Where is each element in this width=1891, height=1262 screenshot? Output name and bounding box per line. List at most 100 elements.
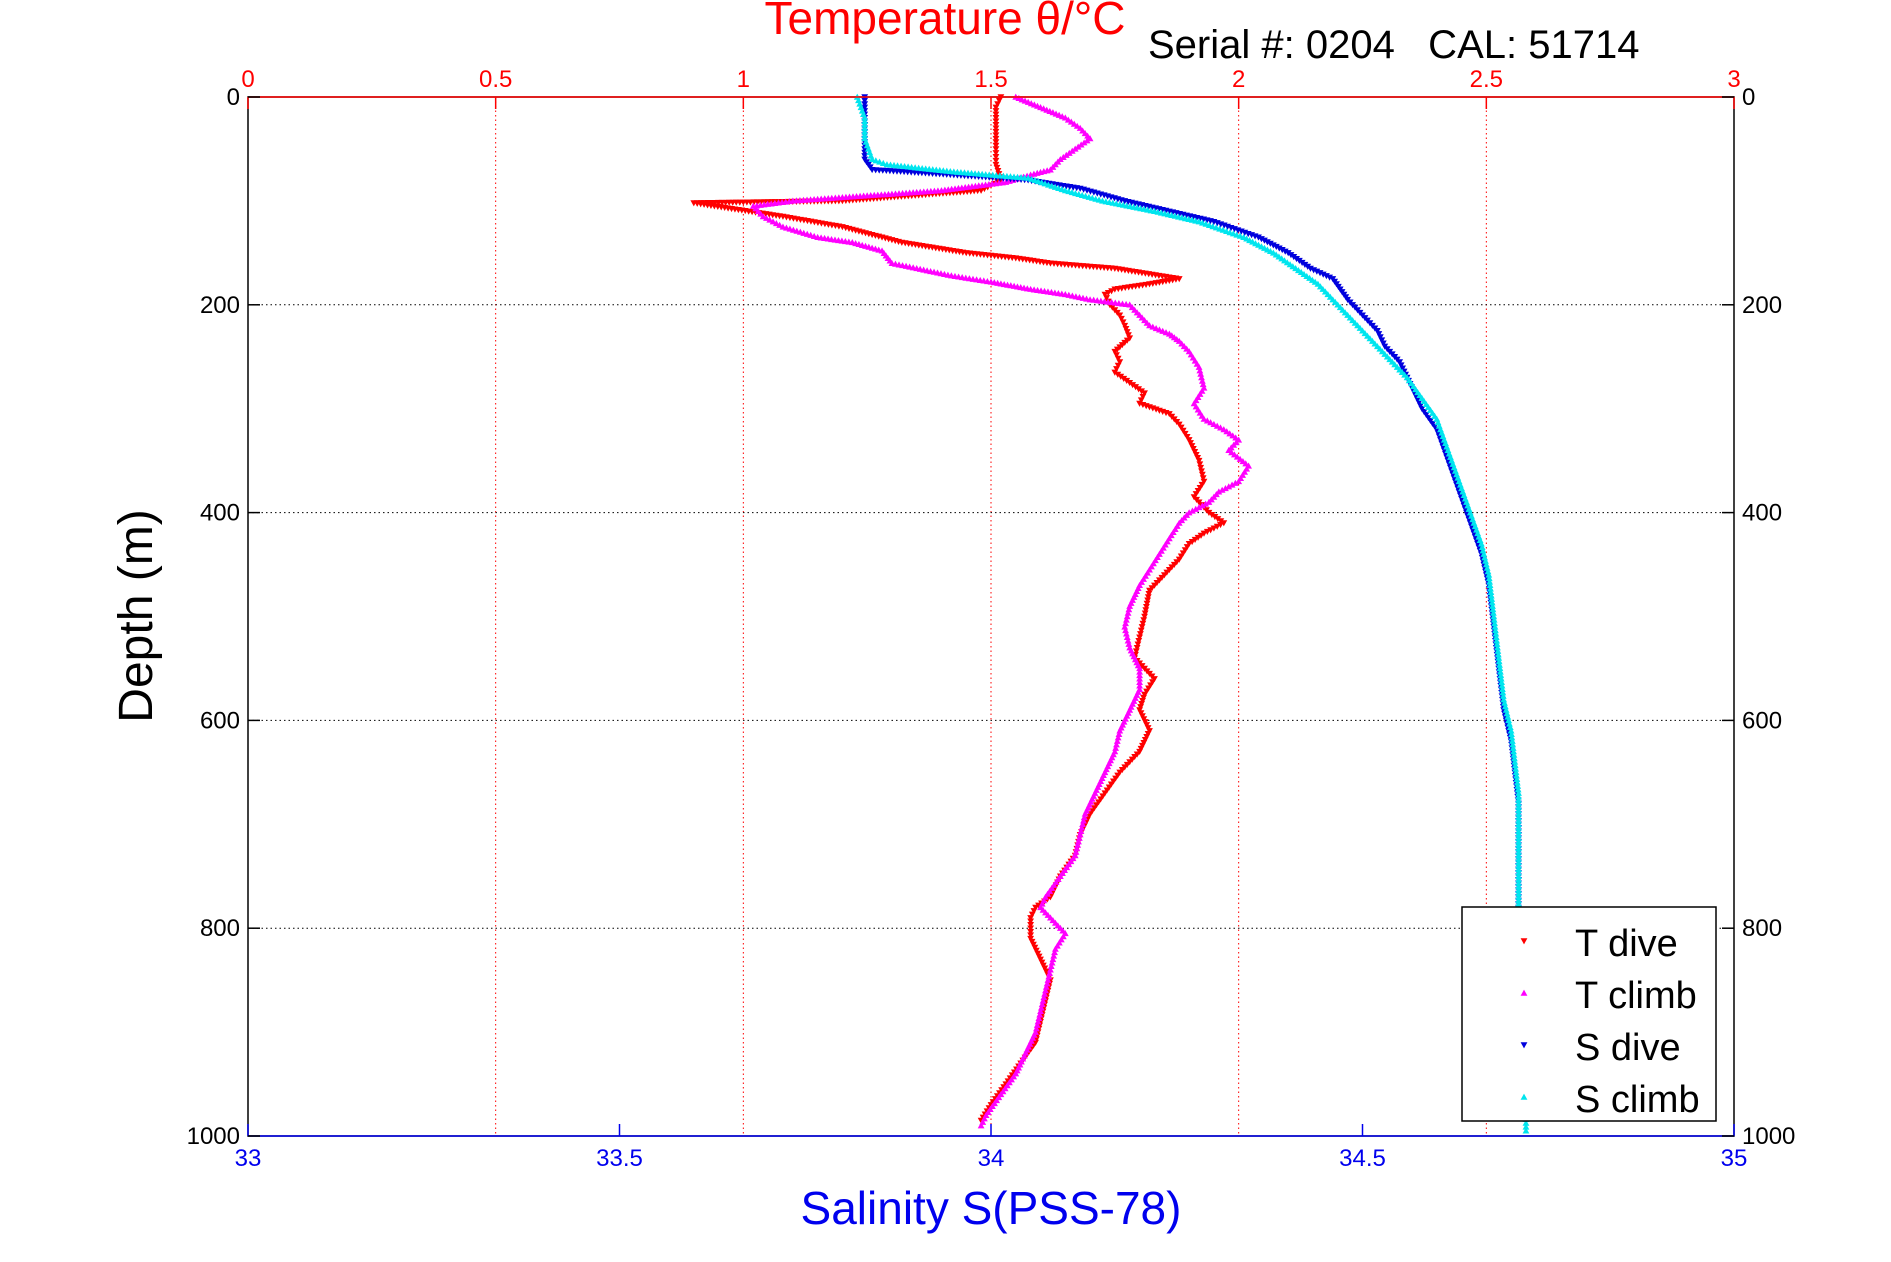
data-point-t-dive [1104,289,1112,297]
temperature-tick-label: 3 [1727,66,1740,93]
data-point-t-dive [1149,679,1156,686]
salinity-tick-label: 34.5 [1339,1145,1386,1172]
data-point-s-climb [1494,651,1502,658]
data-point-t-climb [1136,682,1143,689]
data-point-s-dive [1295,257,1303,265]
data-point-t-dive [1211,514,1219,521]
data-point-t-climb [1195,363,1203,370]
legend-marker-t-dive [1520,938,1528,945]
data-point-t-dive [1123,377,1131,385]
data-point-s-dive [1298,259,1306,266]
data-point-s-climb [1515,789,1522,796]
data-point-t-dive [1028,911,1036,918]
data-point-s-climb [1497,675,1505,682]
data-point-s-climb [1522,1119,1530,1126]
data-point-s-climb [861,114,869,121]
data-point-s-climb [1490,616,1498,623]
data-point-t-climb [1038,1000,1046,1008]
data-point-s-climb [1513,775,1521,782]
data-point-t-climb [1080,817,1087,824]
data-point-t-climb [1044,976,1052,983]
data-point-t-dive [1199,475,1207,482]
data-point-s-climb [1508,734,1516,741]
data-point-s-dive [1378,337,1386,344]
data-point-s-climb [861,128,869,135]
data-point-t-dive [1177,553,1185,560]
data-point-t-dive [1217,518,1225,525]
data-point-t-dive [1140,694,1147,701]
data-point-s-climb [1508,737,1516,744]
data-point-t-climb [977,1122,985,1129]
data-point-s-dive [1373,328,1381,335]
data-point-s-climb [1501,699,1508,706]
data-point-s-climb [1477,540,1485,547]
data-point-t-climb [766,216,774,223]
data-point-s-climb [1515,838,1522,845]
data-point-t-dive [1195,457,1203,465]
data-point-t-dive [1132,384,1140,391]
data-point-s-climb [1515,893,1522,900]
data-point-t-climb [1073,845,1081,852]
data-point-t-dive [1205,509,1213,516]
temperature-tick-label: 0 [241,66,254,93]
data-point-t-dive [1203,528,1211,536]
legend-label-s-dive: S dive [1575,1027,1681,1069]
depth-tick-label-left: 600 [200,707,240,734]
data-point-t-dive [1027,928,1035,936]
data-point-s-climb [1503,710,1511,717]
data-point-s-climb [1487,585,1494,592]
data-point-t-dive [1139,620,1147,627]
data-point-t-dive [1032,904,1039,911]
data-point-t-dive [1217,522,1224,529]
data-point-t-climb [1197,370,1205,377]
data-point-t-climb [1123,613,1131,620]
data-point-t-climb [1042,983,1050,990]
data-point-s-dive [1255,234,1262,241]
data-point-s-climb [1492,626,1499,634]
data-point-s-climb [1485,571,1493,578]
grid-layer [248,97,1734,1136]
data-point-t-dive [1133,644,1141,652]
data-point-s-climb [1493,640,1501,647]
data-point-t-dive [1136,634,1143,641]
data-point-s-climb [1494,647,1502,654]
data-point-s-climb [1522,1127,1530,1134]
data-point-t-dive [1142,607,1150,614]
data-point-t-dive [1141,613,1148,620]
data-point-t-dive [1177,424,1185,431]
data-point-s-climb [1515,848,1522,855]
data-point-s-climb [1496,665,1504,672]
data-point-s-climb [1515,820,1522,828]
data-point-s-climb [1492,630,1500,637]
data-point-t-dive [1179,550,1187,557]
data-point-s-dive [1304,263,1312,270]
data-point-s-climb [1479,547,1487,554]
legend-label-s-climb: S climb [1575,1079,1700,1121]
data-point-s-climb [1515,865,1522,873]
data-point-s-dive [1278,247,1286,254]
depth-tick-label-right: 400 [1742,500,1782,527]
data-point-s-climb [1515,827,1522,834]
data-point-t-climb [1113,737,1121,744]
data-point-t-dive [1185,541,1193,548]
data-point-s-climb [1486,581,1494,589]
data-point-t-climb [1046,969,1054,976]
data-point-t-dive [1197,532,1205,539]
data-point-s-climb [1491,620,1498,627]
data-point-t-climb [1123,633,1131,640]
depth-tick-label-right: 1000 [1742,1123,1795,1150]
data-point-t-climb [1043,980,1051,987]
data-point-t-climb [1112,744,1120,751]
temperature-tick-label: 2.5 [1470,66,1503,93]
data-point-t-dive [1143,600,1151,607]
data-point-s-dive [1275,245,1283,252]
data-point-s-climb [1515,869,1522,876]
data-point-s-climb [1515,858,1522,866]
data-point-t-climb [1217,424,1224,431]
legend-label-t-climb: T climb [1575,975,1697,1017]
data-point-t-dive [1134,641,1142,648]
data-point-s-climb [1491,623,1499,630]
data-point-t-climb [1210,420,1218,428]
data-point-s-climb [1509,741,1517,748]
data-point-s-climb [1510,748,1517,755]
